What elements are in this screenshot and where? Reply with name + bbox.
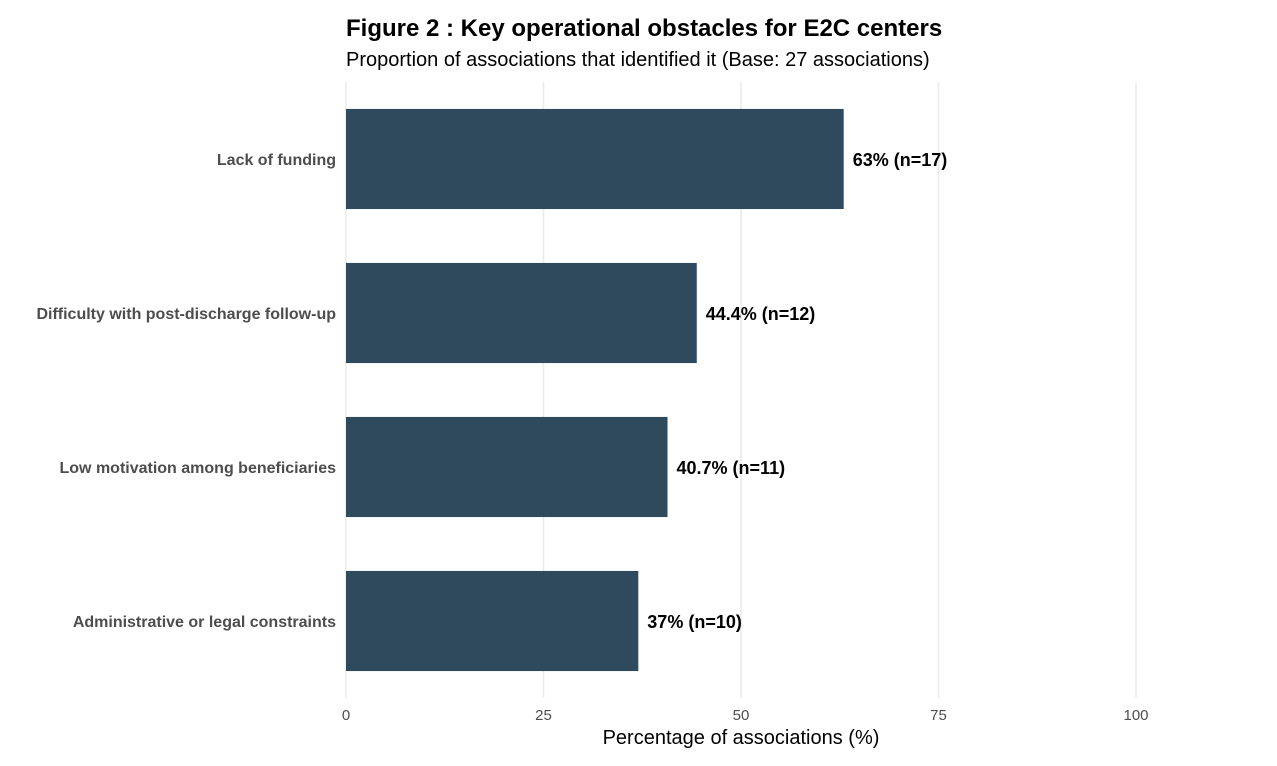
data-labels: 63% (n=17) 44.4% (n=12) 40.7% (n=11) 37% (n… bbox=[647, 150, 947, 632]
bar bbox=[346, 416, 668, 518]
category-label: Administrative or legal constraints bbox=[73, 614, 336, 631]
data-label: 63% (n=17) bbox=[853, 150, 948, 170]
chart-title: Figure 2 : Key operational obstacles for… bbox=[346, 15, 942, 42]
x-tick-label: 25 bbox=[535, 707, 552, 724]
x-axis-title: Percentage of associations (%) bbox=[603, 727, 880, 749]
x-axis-ticks: 0 25 50 75 100 bbox=[342, 707, 1149, 724]
x-tick-label: 50 bbox=[733, 707, 750, 724]
x-tick-label: 0 bbox=[342, 707, 350, 724]
bar bbox=[346, 262, 697, 364]
category-label: Low motivation among beneficiaries bbox=[60, 460, 337, 477]
x-tick-label: 100 bbox=[1123, 707, 1148, 724]
x-tick-label: 75 bbox=[930, 707, 947, 724]
bars bbox=[346, 108, 844, 672]
bar bbox=[346, 570, 639, 672]
category-label: Difficulty with post-discharge follow-up bbox=[36, 306, 336, 323]
bar bbox=[346, 108, 844, 210]
data-label: 44.4% (n=12) bbox=[706, 304, 816, 324]
data-label: 37% (n=10) bbox=[647, 612, 742, 632]
category-label: Lack of funding bbox=[217, 152, 336, 169]
data-label: 40.7% (n=11) bbox=[677, 458, 786, 478]
chart-subtitle: Proportion of associations that identifi… bbox=[346, 49, 930, 71]
category-labels: Lack of funding Difficulty with post-disc… bbox=[36, 152, 336, 631]
